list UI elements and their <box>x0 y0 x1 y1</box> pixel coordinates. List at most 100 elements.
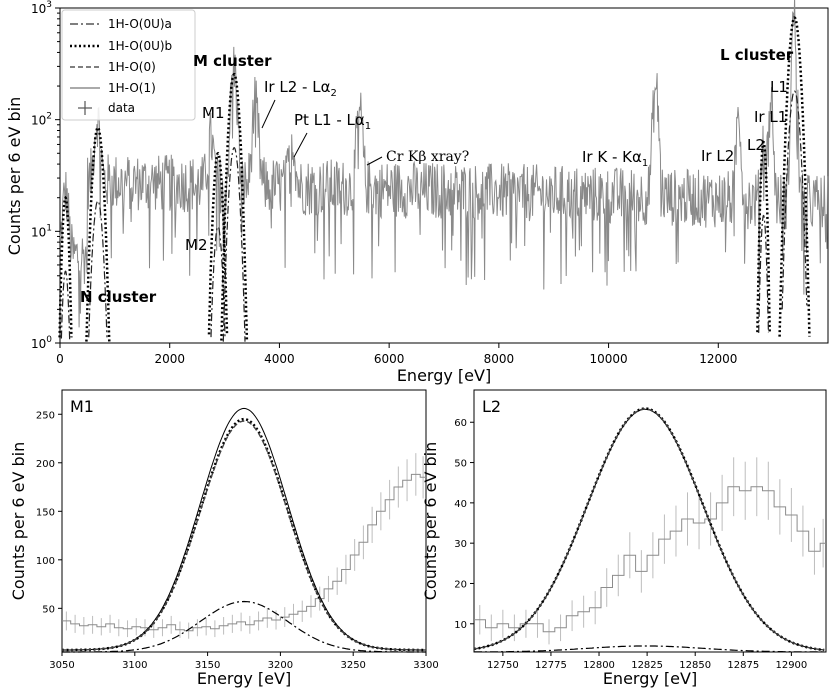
x-tick-label: 3150 <box>195 660 220 671</box>
annotation-subscript: 2 <box>330 88 336 99</box>
spectrum-y-axis-label: Counts per 6 eV bin <box>5 97 24 255</box>
y-tick-label: 40 <box>454 499 467 510</box>
y-tick-base: 10 <box>31 2 46 16</box>
y-tick-label: 103 <box>31 0 52 16</box>
l2-x-ticks: 12750 12775 12800 12825 12850 12875 12900 <box>487 652 807 671</box>
legend-label: 1H-O(0) <box>108 60 156 74</box>
y-tick-label: 102 <box>31 112 52 128</box>
spectrum-panel: 0 2000 4000 6000 8000 10000 12000 100101102103… <box>5 0 829 385</box>
annotation-pt-l1-la1: Pt L1 - Lα1 <box>294 111 371 132</box>
annotation-cr-kb: Cr Kβ xray? <box>386 149 469 165</box>
y-tick-label: 150 <box>36 507 55 518</box>
spectrum-model-component <box>781 90 808 310</box>
spectrum-model-peak <box>207 151 229 335</box>
annotation-text: Pt L1 - Lα <box>294 111 365 129</box>
x-tick-label: 12850 <box>679 660 711 671</box>
spectrum-model-peak <box>756 140 771 333</box>
x-tick-label: 2000 <box>154 352 185 366</box>
x-tick-label: 12825 <box>631 660 663 671</box>
l2-x-axis-label: Energy [eV] <box>603 669 697 688</box>
x-tick-label: 8000 <box>484 352 515 366</box>
annotation-ir-l1: Ir L1 <box>754 108 787 126</box>
l2-panel-label: L2 <box>482 397 501 416</box>
m1-x-axis-label: Energy [eV] <box>197 669 291 688</box>
m1-panel: 3050 3100 3150 3200 3250 3300 50100150200250 … <box>9 389 439 688</box>
l2-plot-area <box>473 389 827 653</box>
y-tick-exponent: 2 <box>46 112 52 122</box>
l2-panel: 12750 12775 12800 12825 12850 12875 12900 10 20… <box>421 389 827 688</box>
x-tick-label: 4000 <box>264 352 295 366</box>
x-tick-label: 12750 <box>487 660 519 671</box>
annotation-m1: M1 <box>202 104 225 122</box>
spectrum-model-component <box>758 214 769 333</box>
model-curve-dashdot <box>62 600 426 653</box>
x-tick-label: 3050 <box>49 660 74 671</box>
y-tick-base: 10 <box>31 114 46 128</box>
l2-y-ticks: 10 20 30 40 50 60 <box>454 418 474 631</box>
l2-model-curves <box>473 407 825 653</box>
y-tick-label: 10 <box>454 620 467 631</box>
x-tick-label: 3300 <box>413 660 438 671</box>
histogram-step-line <box>474 486 826 633</box>
y-tick-label: 100 <box>31 335 52 351</box>
m1-panel-label: M1 <box>70 397 94 416</box>
y-tick-label: 50 <box>42 604 55 615</box>
spectrum-x-ticks: 0 2000 4000 6000 8000 10000 12000 <box>56 343 737 366</box>
y-tick-label: 250 <box>36 410 55 421</box>
model-curve-dashed <box>473 408 825 651</box>
y-tick-label: 50 <box>454 459 467 470</box>
x-tick-label: 6000 <box>374 352 405 366</box>
model-curve-dashdot <box>474 645 825 653</box>
spectrum-model-component <box>88 200 108 338</box>
m1-x-ticks: 3050 3100 3150 3200 3250 3300 <box>49 652 439 671</box>
annotation-text: Ir K - Kα <box>582 148 642 166</box>
x-tick-label: 12875 <box>727 660 759 671</box>
y-tick-exponent: 1 <box>46 223 52 233</box>
m1-plot-area <box>61 389 427 653</box>
legend-label: 1H-O(1) <box>108 81 156 95</box>
m1-y-axis-label: Counts per 6 eV bin <box>9 442 28 600</box>
legend-label: 1H-O(0U)b <box>108 39 172 53</box>
spectrum-model-peak <box>220 73 249 341</box>
y-tick-label: 60 <box>454 418 467 429</box>
spectrum-model-peak <box>778 16 811 337</box>
m1-model-curves <box>62 407 426 653</box>
annotation-arrow <box>293 132 308 158</box>
spectrum-data-trace <box>59 0 829 328</box>
model-curve-dashed <box>62 420 426 651</box>
annotation-ir-k-ka1: Ir K - Kα1 <box>582 148 648 169</box>
annotation-m-cluster: M cluster <box>193 52 272 70</box>
y-tick-label: 30 <box>454 539 467 550</box>
legend-box <box>61 9 196 121</box>
legend-label: 1H-O(0U)a <box>108 17 172 31</box>
l2-data-histogram <box>474 457 826 645</box>
spectrum-data-line <box>59 0 829 328</box>
annotation-m2: M2 <box>185 236 208 254</box>
spectrum-model-curves <box>58 16 811 343</box>
y-tick-label: 101 <box>31 223 52 239</box>
annotation-arrow <box>261 99 276 129</box>
y-tick-label: 20 <box>454 579 467 590</box>
histogram-step-line <box>62 473 426 632</box>
x-tick-label: 3250 <box>340 660 365 671</box>
spectrum-model-component <box>222 147 246 342</box>
annotation-n-cluster: N cluster <box>80 288 157 306</box>
annotation-text: Ir L2 - Lα <box>264 78 331 96</box>
annotation-ir-l2: Ir L2 <box>701 147 734 165</box>
annotation-l2: L2 <box>747 136 765 154</box>
y-tick-base: 10 <box>31 337 46 351</box>
spectrum-x-axis-label: Energy [eV] <box>397 366 491 385</box>
annotation-l1: L1 <box>770 78 788 96</box>
x-tick-label: 10000 <box>589 352 627 366</box>
spectrum-model-peak <box>85 126 111 342</box>
x-tick-label: 12900 <box>775 660 807 671</box>
y-tick-exponent: 0 <box>46 335 52 345</box>
x-tick-label: 12000 <box>699 352 737 366</box>
y-tick-base: 10 <box>31 225 46 239</box>
y-tick-label: 200 <box>36 459 55 470</box>
m1-y-ticks: 50 100 150 200 250 <box>36 410 62 615</box>
x-tick-label: 12775 <box>535 660 567 671</box>
annotation-l-cluster: L cluster <box>720 46 794 64</box>
